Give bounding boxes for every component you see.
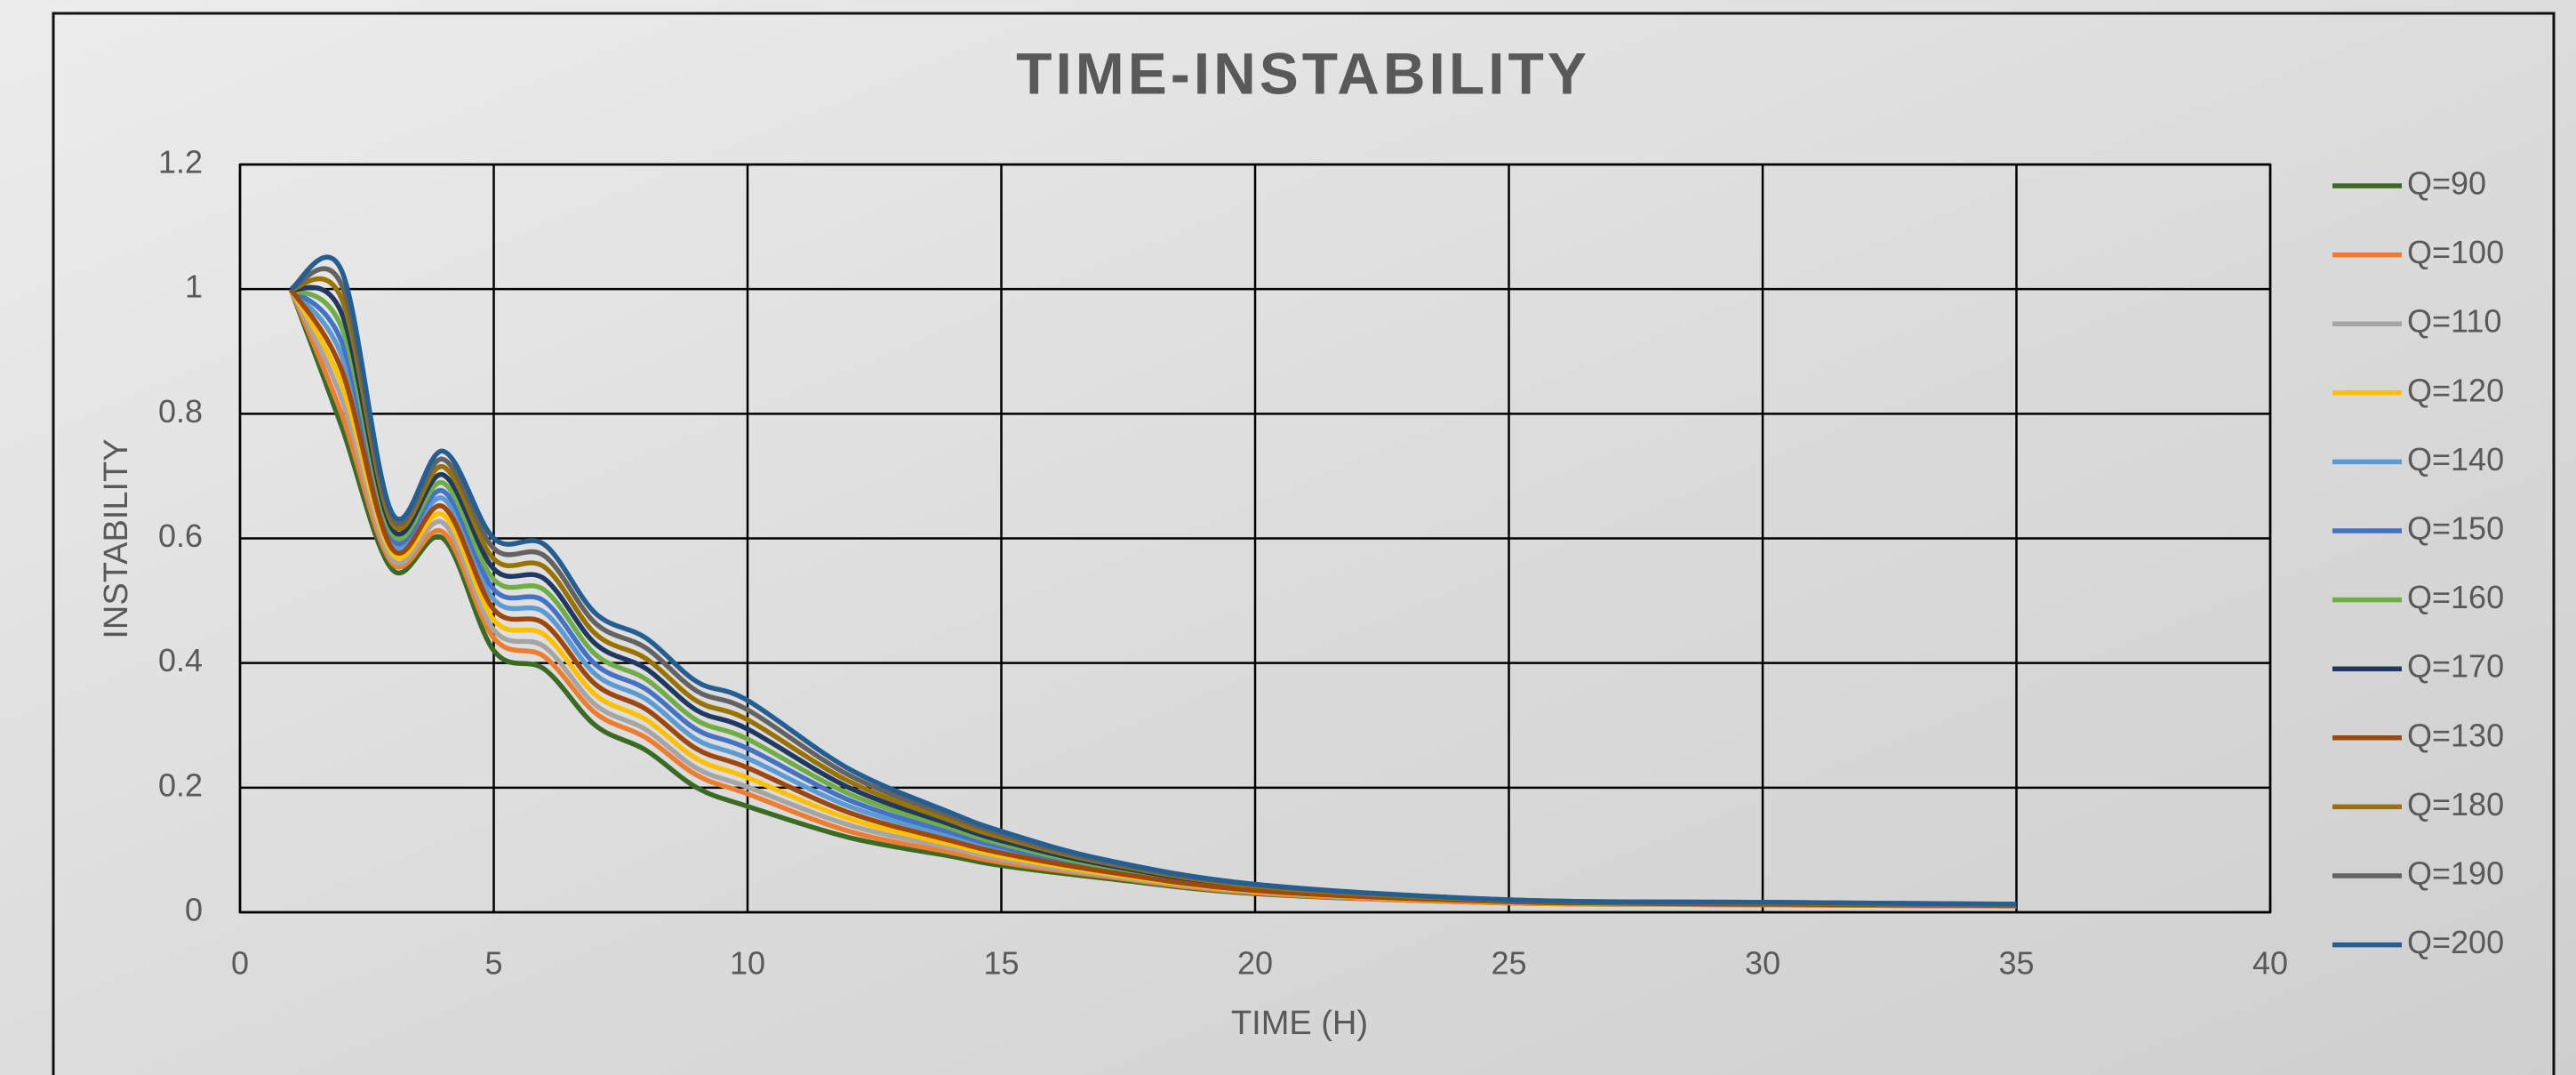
x-tick-label: 5 (484, 945, 502, 982)
legend-label: Q=170 (2407, 648, 2504, 685)
legend-label: Q=100 (2407, 234, 2504, 270)
y-tick-label: 0 (185, 892, 203, 928)
legend-label: Q=180 (2407, 786, 2504, 822)
x-tick-label: 30 (1745, 945, 1780, 982)
y-axis-title: INSTABILITY (98, 438, 135, 638)
legend-label: Q=120 (2407, 372, 2504, 408)
legend-label: Q=200 (2407, 924, 2504, 960)
x-tick-label: 25 (1491, 945, 1526, 982)
legend-label: Q=110 (2407, 303, 2501, 340)
legend-label: Q=130 (2407, 717, 2504, 753)
x-tick-label: 10 (730, 945, 765, 982)
legend-label: Q=150 (2407, 510, 2504, 547)
x-tick-label: 40 (2252, 945, 2288, 982)
legend-label: Q=140 (2407, 441, 2504, 477)
y-tick-label: 1.2 (158, 144, 203, 181)
page: TIME-INSTABILITY TIME (H) INSTABILITY 00… (0, 0, 2576, 1075)
legend-label: Q=190 (2407, 855, 2504, 892)
x-axis-title: TIME (H) (1231, 1005, 1368, 1042)
y-tick-label: 0.2 (158, 766, 203, 803)
legend-label: Q=90 (2407, 165, 2486, 202)
x-tick-label: 15 (983, 945, 1019, 982)
legend-label: Q=160 (2407, 579, 2504, 615)
x-tick-label: 35 (1998, 945, 2034, 982)
x-tick-label: 20 (1237, 945, 1273, 982)
y-tick-label: 0.4 (158, 642, 203, 678)
y-tick-label: 0.8 (158, 393, 203, 429)
chart-title: TIME-INSTABILITY (1016, 40, 1590, 106)
x-tick-label: 0 (231, 945, 249, 982)
y-tick-label: 1 (185, 269, 203, 305)
y-tick-label: 0.6 (158, 517, 203, 554)
chart: TIME-INSTABILITY TIME (H) INSTABILITY 00… (0, 0, 2576, 1075)
